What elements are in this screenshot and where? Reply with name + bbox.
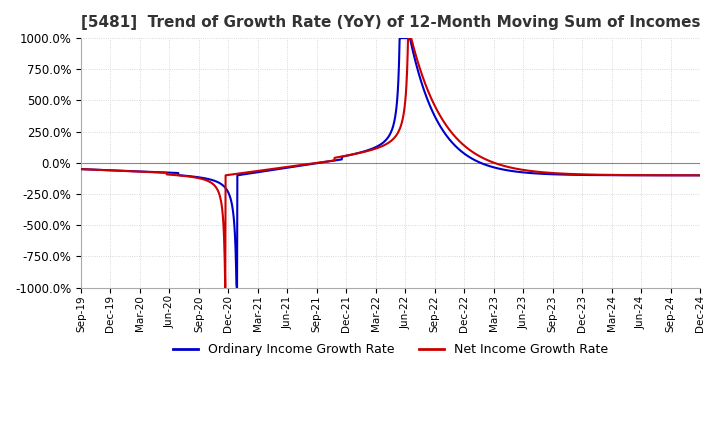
Title: [5481]  Trend of Growth Rate (YoY) of 12-Month Moving Sum of Incomes: [5481] Trend of Growth Rate (YoY) of 12-… xyxy=(81,15,701,30)
Legend: Ordinary Income Growth Rate, Net Income Growth Rate: Ordinary Income Growth Rate, Net Income … xyxy=(168,338,613,361)
